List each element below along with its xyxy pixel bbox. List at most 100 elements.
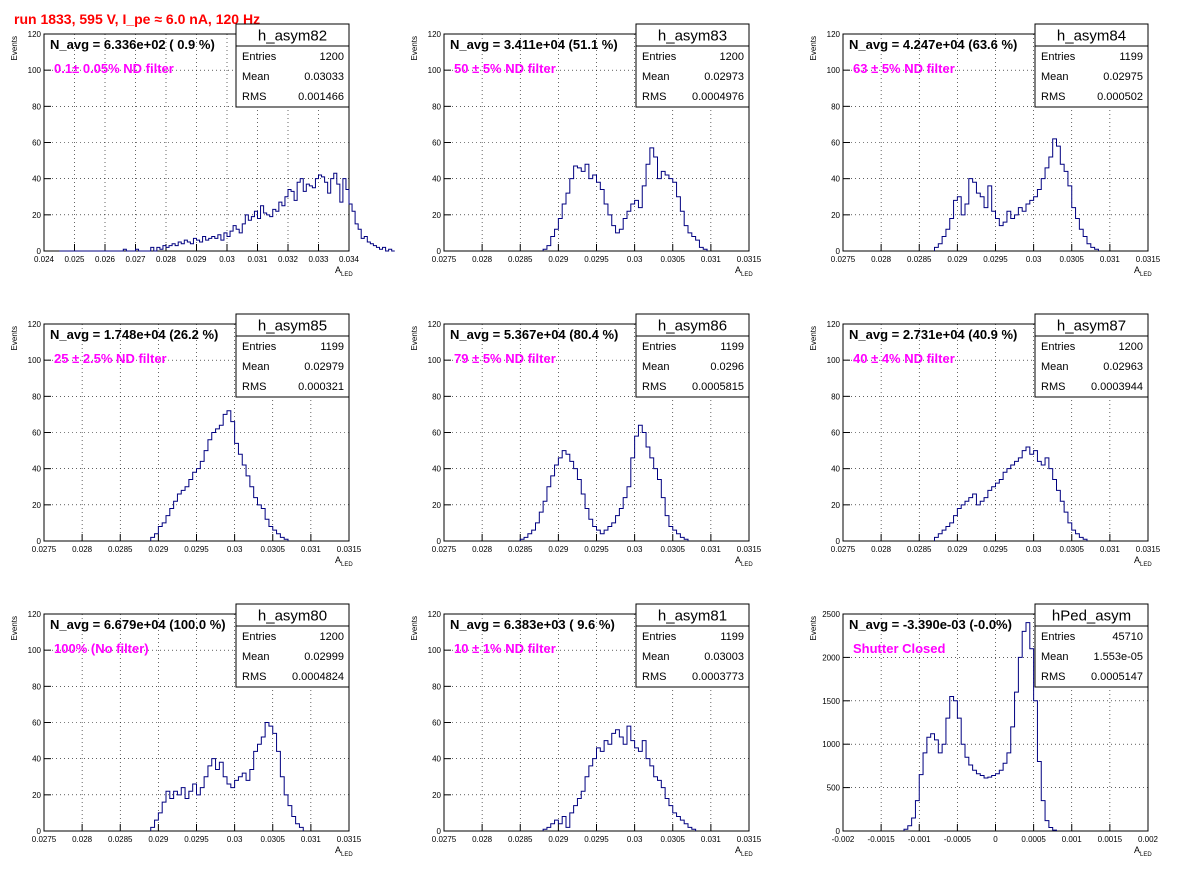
x-tick-label: 0.029 [148,545,169,554]
x-tick-label: 0.031 [301,835,322,844]
x-tick-label: 0.031 [701,835,722,844]
histogram-title: N_avg = -3.390e-03 (-0.0%) [849,617,1012,632]
histogram-title: N_avg = 1.748e+04 (26.2 %) [50,327,218,342]
x-tick-label: 0.028 [472,545,493,554]
y-tick-label: 0 [37,537,42,546]
x-tick-label: 0.0295 [584,835,609,844]
stats-key-mean: Mean [1041,361,1069,373]
y-tick-label: 120 [428,610,442,619]
y-tick-label: 80 [831,102,840,111]
x-tick-label: 0.034 [339,255,360,264]
x-tick-label: 0.0315 [737,545,762,554]
stats-value-mean: 0.02975 [1103,71,1143,83]
x-tick-label: 0.028 [72,545,93,554]
y-tick-label: 40 [432,465,441,474]
stats-key-rms: RMS [1041,381,1065,393]
x-axis-title: ALED [735,265,753,278]
stats-box [635,45,750,108]
x-axis-title: ALED [1134,555,1152,568]
histogram-panel-h_asym87: 0.0275 0.028 0.0285 0.029 0.0295 0.03 0.0305 0.… [809,313,1161,568]
x-tick-label: -0.002 [832,835,855,844]
x-tick-label: 0.002 [1138,835,1159,844]
x-tick-label: 0.0295 [184,545,209,554]
histogram-name: h_asym84 [1057,28,1126,45]
stats-key-entries: Entries [642,631,677,643]
stats-value-rms: 0.0004824 [292,671,344,683]
x-tick-label: 0.0275 [831,255,856,264]
y-tick-label: 120 [827,30,841,39]
x-tick-label: -0.0015 [868,835,896,844]
y-tick-label: 100 [428,66,442,75]
y-tick-label: 1000 [822,740,840,749]
stats-key-rms: RMS [1041,671,1065,683]
y-tick-label: 40 [831,175,840,184]
histogram-title: N_avg = 6.679e+04 (100.0 %) [50,617,226,632]
stats-value-mean: 0.02973 [704,71,744,83]
stats-value-entries: 1200 [320,51,344,63]
stats-key-mean: Mean [1041,71,1069,83]
x-tick-label: 0.028 [472,255,493,264]
y-tick-label: 120 [28,610,42,619]
x-tick-label: 0.0275 [432,835,457,844]
x-tick-label: 0.028 [871,545,892,554]
stats-value-mean: 0.02963 [1103,361,1143,373]
y-tick-label: 80 [32,392,41,401]
x-axis-title: ALED [335,265,353,278]
x-tick-label: 0.0275 [32,835,57,844]
stats-key-rms: RMS [642,671,666,683]
stats-key-entries: Entries [1041,51,1076,63]
filter-annotation: 63 ± 5% ND filter [853,61,955,76]
y-axis-title: Events [410,326,419,350]
y-tick-label: 0 [836,827,841,836]
y-tick-label: 100 [827,356,841,365]
stats-key-entries: Entries [1041,341,1076,353]
x-tick-label: 0.0295 [584,545,609,554]
y-tick-label: 100 [428,356,442,365]
stats-key-entries: Entries [242,51,277,63]
stats-value-entries: 45710 [1112,631,1143,643]
histogram-series [934,446,1088,541]
y-axis-title: Events [10,36,19,60]
stats-value-entries: 1200 [320,631,344,643]
y-tick-label: 100 [428,646,442,655]
stats-value-mean: 0.03003 [704,651,744,663]
stats-key-rms: RMS [1041,91,1065,103]
histogram-series [59,172,395,252]
x-tick-label: 0.0315 [1136,545,1161,554]
histogram-title: N_avg = 6.383e+03 ( 9.6 %) [450,617,615,632]
x-tick-label: 0.0305 [1060,545,1085,554]
y-axis-title: Events [410,36,419,60]
y-tick-label: 120 [28,30,42,39]
x-axis-title: ALED [735,555,753,568]
stats-value-rms: 0.0005147 [1091,671,1143,683]
histogram-series [903,622,1057,831]
x-tick-label: 0.03 [227,835,243,844]
x-tick-label: 0.03 [1026,545,1042,554]
histogram-title: N_avg = 4.247e+04 (63.6 %) [849,37,1017,52]
y-axis-title: Events [410,616,419,640]
x-tick-label: 0.0305 [261,835,286,844]
x-tick-label: 0.029 [947,545,968,554]
stats-key-mean: Mean [642,651,670,663]
y-tick-label: 40 [32,175,41,184]
histogram-title: N_avg = 3.411e+04 (51.1 %) [450,37,618,52]
histogram-title: N_avg = 2.731e+04 (40.9 %) [849,327,1017,342]
x-tick-label: 0.03 [219,255,235,264]
x-tick-label: 0.031 [247,255,268,264]
y-tick-label: 0 [37,827,42,836]
y-tick-label: 100 [28,646,42,655]
x-tick-label: 0 [993,835,998,844]
x-tick-label: 0.03 [627,545,643,554]
x-tick-label: 0.027 [125,255,146,264]
x-tick-label: 0.0285 [907,255,932,264]
stats-value-mean: 0.02979 [304,361,344,373]
histogram-panel-h_asym80: 0.0275 0.028 0.0285 0.029 0.0295 0.03 0.0305 0.… [10,603,362,858]
x-tick-label: 0.029 [548,835,569,844]
x-tick-label: 0.025 [64,255,85,264]
y-axis-title: Events [809,326,818,350]
x-tick-label: 0.03 [627,835,643,844]
y-tick-label: 80 [432,102,441,111]
y-tick-label: 120 [28,320,42,329]
histogram-name: hPed_asym [1052,608,1131,625]
histogram-name: h_asym85 [258,318,327,335]
